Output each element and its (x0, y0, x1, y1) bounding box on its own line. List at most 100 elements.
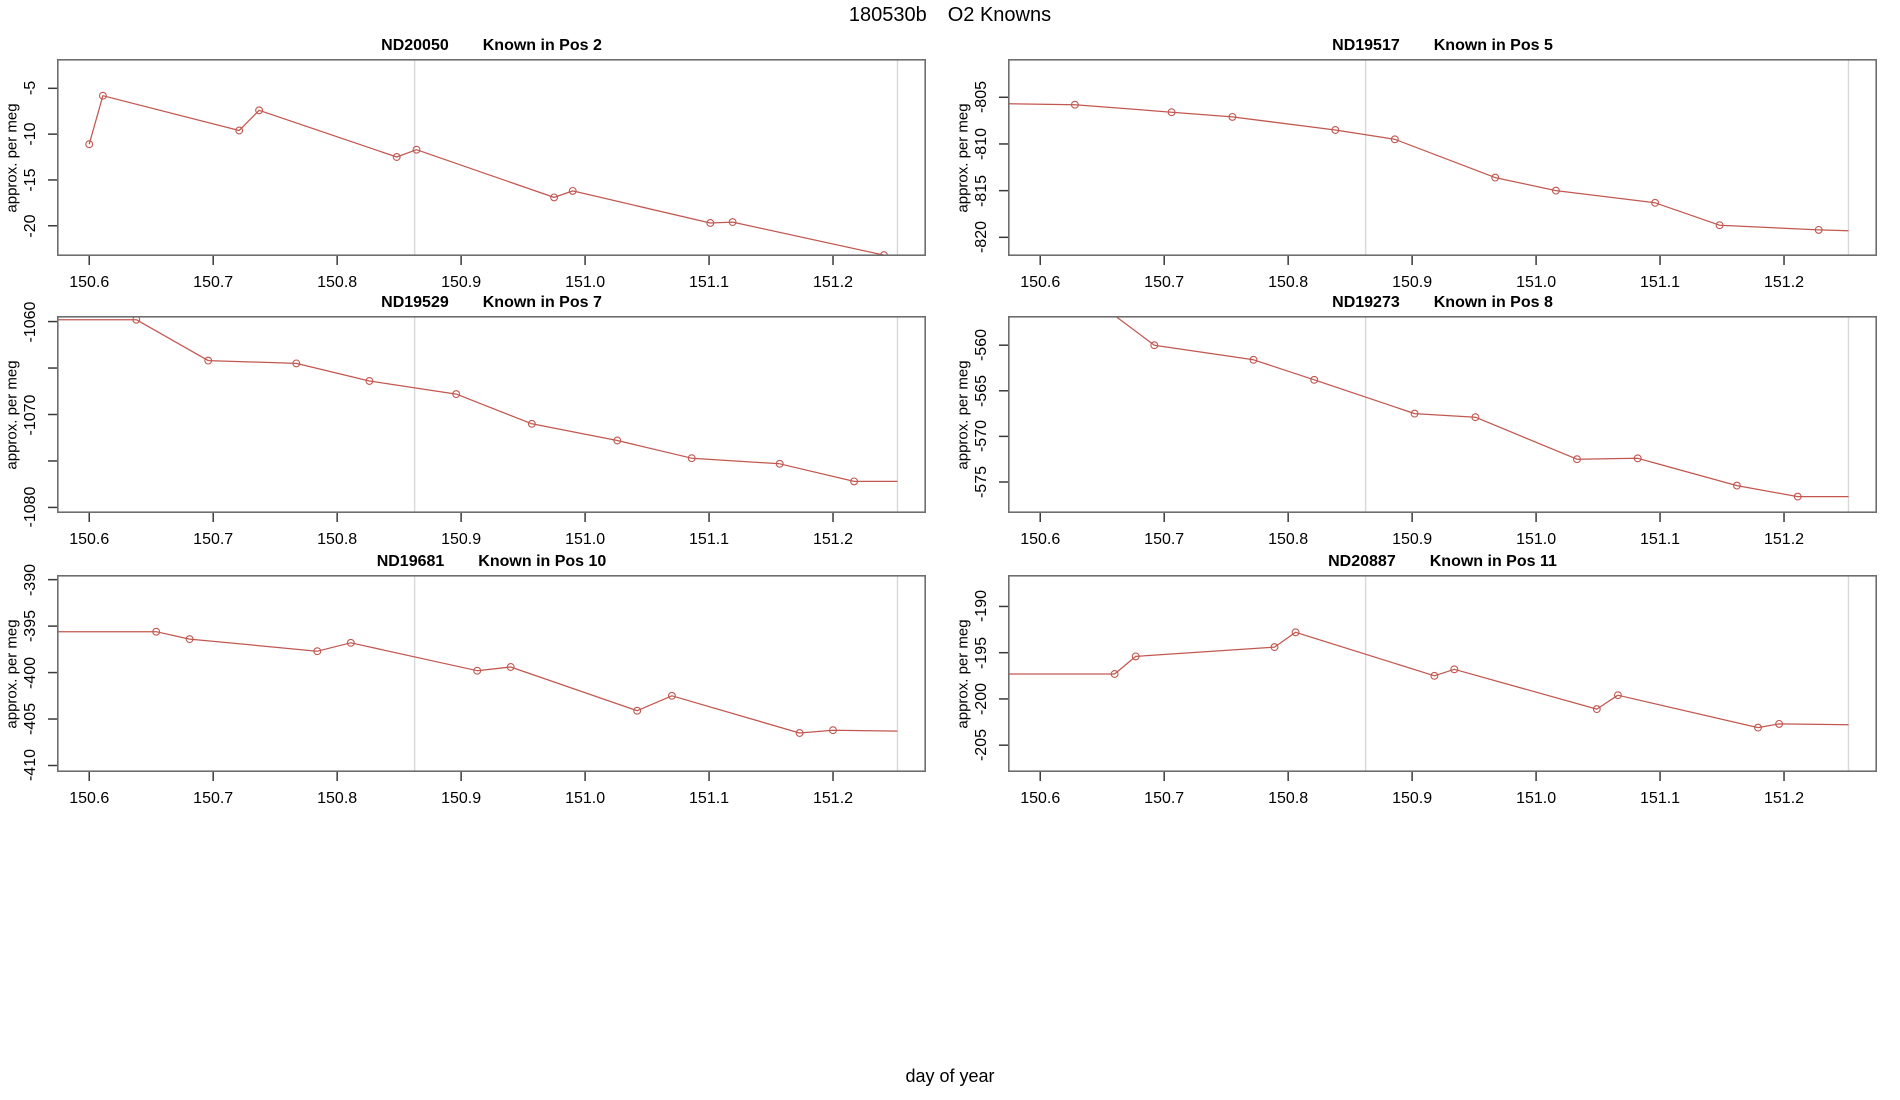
data-point-marker (850, 477, 859, 486)
data-point-marker (412, 145, 421, 154)
x-tick-label: 151.0 (565, 274, 606, 291)
x-tick-label: 150.6 (69, 790, 110, 807)
y-axis-label: approx. per meg (3, 102, 21, 213)
y-axis-label: approx. per meg (3, 359, 21, 470)
x-tick-label: 150.8 (317, 790, 358, 807)
figure-run-id: 180530b (848, 4, 927, 26)
y-tick-label: -190 (973, 590, 990, 623)
data-point-marker (1491, 173, 1500, 182)
y-tick-label: -810 (973, 127, 990, 160)
y-tick-label: -405 (22, 703, 39, 736)
data-point-marker (1754, 723, 1762, 732)
y-tick-label: -195 (973, 636, 990, 669)
data-point-marker (728, 218, 737, 227)
data-point-marker (98, 91, 107, 100)
series-line (1008, 631, 1849, 729)
y-axis-label: approx. per meg (954, 618, 972, 729)
x-tick-label: 150.9 (1392, 790, 1433, 807)
y-axis-label: approx. per meg (954, 359, 972, 470)
data-point-marker (1793, 492, 1802, 501)
series-markers (1110, 628, 1784, 732)
x-tick-label: 150.8 (1268, 274, 1309, 291)
x-tick-label: 150.7 (1144, 531, 1185, 548)
data-point-marker (292, 359, 301, 368)
x-tick-label: 151.0 (565, 531, 606, 548)
data-point-marker (1110, 670, 1119, 678)
plot-title: ND19681 Known in Pos 10 (377, 553, 607, 571)
plot-box-border (57, 575, 927, 772)
data-point-marker (667, 691, 676, 700)
plot-box-border (57, 59, 927, 256)
x-tick-label: 151.1 (1640, 274, 1681, 291)
y-tick-label: -10 (22, 122, 39, 146)
y-tick-label: -560 (973, 329, 990, 362)
x-tick-label: 151.0 (1516, 531, 1557, 548)
outer-x-axis-label: day of year (905, 1066, 995, 1086)
data-point-marker (1651, 198, 1660, 207)
y-tick-label: -565 (973, 374, 990, 407)
series-line (88, 95, 885, 256)
x-tick-label: 151.1 (1640, 790, 1681, 807)
y-tick-label: -400 (22, 656, 39, 689)
plot-title: ND19529 Known in Pos 7 (381, 294, 602, 312)
data-point-marker (152, 627, 161, 636)
data-point-marker (1070, 100, 1079, 109)
plot-title-position: Known in Pos 11 (1429, 553, 1557, 570)
series-line (1114, 316, 1849, 498)
data-point-marker (1715, 221, 1724, 230)
y-tick-label: -390 (22, 563, 39, 596)
plot-area-ND20887 (999, 575, 1878, 781)
y-tick-label: -205 (973, 729, 990, 762)
plot-title-sample-id: ND19529 (381, 294, 449, 311)
x-tick-label: 150.7 (193, 274, 234, 291)
data-point-marker (1167, 108, 1176, 117)
x-tick-label: 150.7 (1144, 274, 1185, 291)
x-tick-label: 150.8 (317, 274, 358, 291)
plot-area-ND20050 (48, 59, 927, 265)
plot-title: ND19517 Known in Pos 5 (1332, 37, 1553, 55)
x-tick-label: 151.0 (1516, 274, 1557, 291)
data-point-marker (1291, 628, 1300, 637)
y-tick-label: -1070 (22, 394, 39, 435)
plot-area-ND19517 (999, 59, 1878, 265)
plot-box-border (1008, 575, 1878, 772)
plot-title: ND20050 Known in Pos 2 (381, 37, 602, 55)
x-tick-label: 150.7 (1144, 790, 1185, 807)
data-point-marker (1592, 705, 1601, 714)
y-tick-label: -395 (22, 610, 39, 643)
x-tick-label: 150.9 (1392, 531, 1433, 548)
y-tick-label: -815 (973, 174, 990, 207)
x-tick-label: 150.8 (1268, 531, 1309, 548)
y-tick-label: -15 (22, 168, 39, 192)
data-point-marker (1551, 186, 1560, 195)
x-tick-label: 151.1 (689, 531, 730, 548)
data-point-marker (204, 356, 213, 365)
data-point-marker (1310, 375, 1319, 384)
y-tick-label: -570 (973, 420, 990, 453)
x-tick-label: 151.1 (1640, 531, 1681, 548)
series-line (1008, 103, 1849, 232)
x-tick-label: 151.2 (1763, 274, 1805, 291)
plot-title-position: Known in Pos 8 (1433, 294, 1553, 311)
figure-title: 180530b O2 Knowns (0, 4, 1900, 27)
x-tick-label: 151.1 (689, 790, 730, 807)
x-tick-label: 150.9 (441, 531, 482, 548)
data-point-marker (1430, 671, 1439, 680)
series-line (57, 319, 898, 483)
x-tick-label: 151.0 (1516, 790, 1557, 807)
x-tick-label: 150.6 (1020, 531, 1061, 548)
data-point-marker (365, 377, 374, 385)
plot-box-border (1008, 316, 1878, 513)
x-tick-label: 150.8 (317, 531, 358, 548)
data-point-marker (1270, 643, 1279, 652)
data-point-marker (795, 729, 804, 737)
x-tick-label: 151.1 (689, 274, 730, 291)
plot-title-position: Known in Pos 2 (482, 37, 602, 54)
y-tick-label: -1080 (22, 486, 39, 528)
series-markers (85, 91, 888, 256)
y-tick-label: -410 (22, 749, 39, 782)
data-point-marker (1228, 112, 1237, 121)
x-tick-label: 151.2 (812, 531, 854, 548)
data-point-marker (313, 647, 322, 656)
